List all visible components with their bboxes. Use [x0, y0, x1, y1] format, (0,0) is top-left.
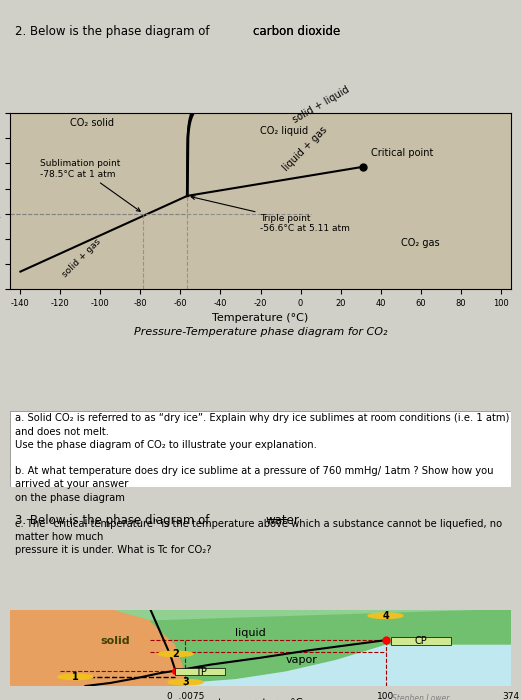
Text: vapor: vapor — [286, 655, 317, 665]
Text: 2: 2 — [172, 649, 179, 659]
Text: Triple point
-56.6°C at 5.11 atm: Triple point -56.6°C at 5.11 atm — [191, 196, 351, 233]
FancyBboxPatch shape — [176, 668, 226, 676]
Polygon shape — [151, 610, 511, 682]
Text: Stephen Lower: Stephen Lower — [392, 694, 449, 700]
Text: carbon dioxide: carbon dioxide — [253, 25, 340, 38]
Text: solid + liquid: solid + liquid — [291, 85, 351, 125]
Circle shape — [58, 674, 93, 680]
Text: 3. Below is the phase diagram of: 3. Below is the phase diagram of — [16, 514, 214, 527]
Text: Critical point: Critical point — [370, 148, 433, 158]
Text: CO₂ solid: CO₂ solid — [70, 118, 115, 128]
Circle shape — [158, 651, 193, 657]
X-axis label: Temperature (°C): Temperature (°C) — [213, 313, 308, 323]
Text: liquid + gas: liquid + gas — [280, 125, 329, 173]
Text: 3: 3 — [182, 677, 189, 687]
Circle shape — [368, 613, 403, 618]
Text: 100: 100 — [377, 692, 394, 700]
Text: Pressure-Temperature phase diagram for CO₂: Pressure-Temperature phase diagram for C… — [134, 327, 387, 337]
Text: a. Solid CO₂ is referred to as “dry ice”. Explain why dry ice sublimes at room c: a. Solid CO₂ is referred to as “dry ice”… — [16, 414, 510, 555]
Text: solid + gas: solid + gas — [60, 237, 102, 279]
Text: 4: 4 — [382, 610, 389, 621]
FancyBboxPatch shape — [391, 637, 451, 645]
Text: temperature, °C: temperature, °C — [218, 698, 303, 700]
Text: solid: solid — [101, 636, 130, 646]
Text: 1: 1 — [72, 672, 79, 682]
Text: CO₂ gas: CO₂ gas — [401, 238, 439, 248]
Text: liquid: liquid — [235, 629, 266, 638]
Text: CP: CP — [414, 636, 427, 646]
Polygon shape — [10, 610, 185, 686]
Text: 374: 374 — [502, 692, 519, 700]
Text: TP: TP — [194, 667, 206, 677]
Text: water: water — [266, 514, 300, 527]
Text: 2. Below is the phase diagram of: 2. Below is the phase diagram of — [16, 25, 214, 38]
Circle shape — [168, 680, 203, 685]
Text: Sublimation point
-78.5°C at 1 atm: Sublimation point -78.5°C at 1 atm — [41, 159, 140, 211]
Text: carbon dioxide: carbon dioxide — [253, 25, 340, 38]
Polygon shape — [185, 644, 511, 686]
Text: 0  .0075: 0 .0075 — [167, 692, 204, 700]
Text: CO₂ liquid: CO₂ liquid — [260, 126, 308, 136]
